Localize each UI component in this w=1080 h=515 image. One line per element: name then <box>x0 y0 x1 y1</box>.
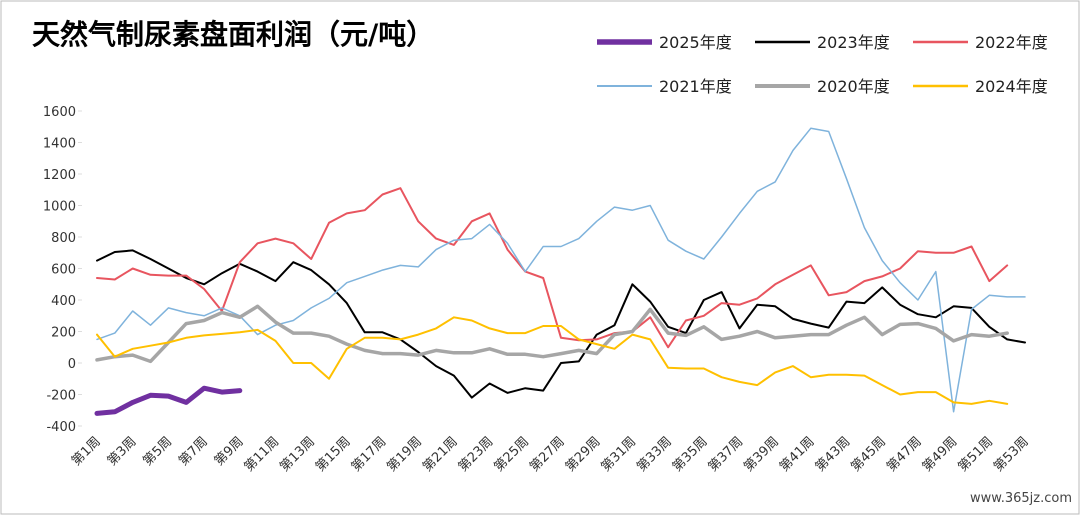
series-line <box>96 249 1026 399</box>
legend-label: 2023年度 <box>817 33 890 52</box>
chart-title: 天然气制尿素盘面利润（元/吨） <box>32 18 434 51</box>
legend-label: 2021年度 <box>659 77 732 96</box>
watermark: www.365jz.com <box>970 491 1072 506</box>
legend-label: 2025年度 <box>659 33 732 52</box>
series-line <box>96 127 1026 413</box>
y-tick-label: -200 <box>46 389 76 404</box>
y-tick-label: 1000 <box>43 200 76 215</box>
y-tick-label: 400 <box>51 294 76 309</box>
legend-label: 2020年度 <box>817 77 890 96</box>
legend-label: 2022年度 <box>975 33 1048 52</box>
series-line <box>96 187 1009 349</box>
y-tick-label: 1600 <box>43 105 76 120</box>
y-tick-label: 1200 <box>43 168 76 183</box>
y-tick-label: 0 <box>68 357 76 372</box>
y-tick-label: 600 <box>51 263 76 278</box>
y-tick-label: 800 <box>51 231 76 246</box>
y-tick-label: 1400 <box>43 137 76 152</box>
series-line <box>94 385 243 416</box>
y-tick-label: 200 <box>51 326 76 341</box>
series-line <box>95 304 1009 364</box>
series-line <box>96 316 1009 405</box>
legend-label: 2024年度 <box>975 77 1048 96</box>
y-tick-label: -400 <box>46 420 76 435</box>
